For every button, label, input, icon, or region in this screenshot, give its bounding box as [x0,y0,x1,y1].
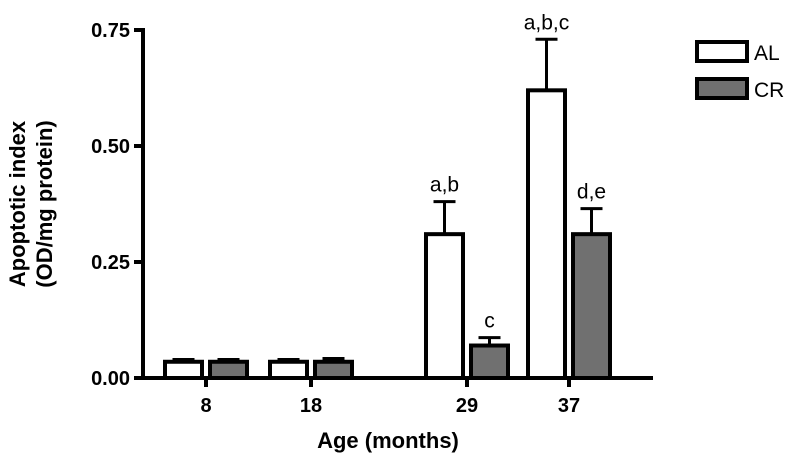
y-tick-label: 0.75 [91,20,130,42]
bar-cr [208,359,249,381]
ticks-layer: 0.00 0.25 0.50 0.75 8 18 29 37 [91,20,580,417]
legend-swatch-cr [695,77,749,100]
bar-cr [313,359,354,381]
x-tick-label: 8 [200,395,211,417]
y-axis-title-line2: (OD/mg protein) [32,120,57,287]
legend: AL CR [695,40,784,102]
bar-al [163,359,204,381]
x-axis-title: Age (months) [317,428,459,453]
y-tick-label: 0.50 [91,136,130,158]
legend-label-cr: CR [754,79,784,102]
bar-al [424,232,465,380]
significance-label: c [484,310,495,333]
x-tick-label: 18 [300,395,322,417]
legend-label-al: AL [754,42,780,65]
significance-label: a,b,c [524,11,570,34]
y-tick-label: 0.00 [91,368,130,390]
bar-cr [571,232,612,380]
x-tick-label: 29 [456,395,478,417]
x-tick-label: 37 [558,395,580,417]
bar-al [268,359,309,381]
bar-cr [469,343,510,380]
significance-label: d,e [577,181,606,204]
y-tick-label: 0.25 [91,252,130,274]
bar-al [526,88,567,380]
y-axis-title-line1: Apoptotic index [5,120,30,287]
significance-label: a,b [430,174,459,197]
legend-swatch-al [695,40,749,63]
bars-layer: a,b c a,b,c d,e [163,11,612,381]
